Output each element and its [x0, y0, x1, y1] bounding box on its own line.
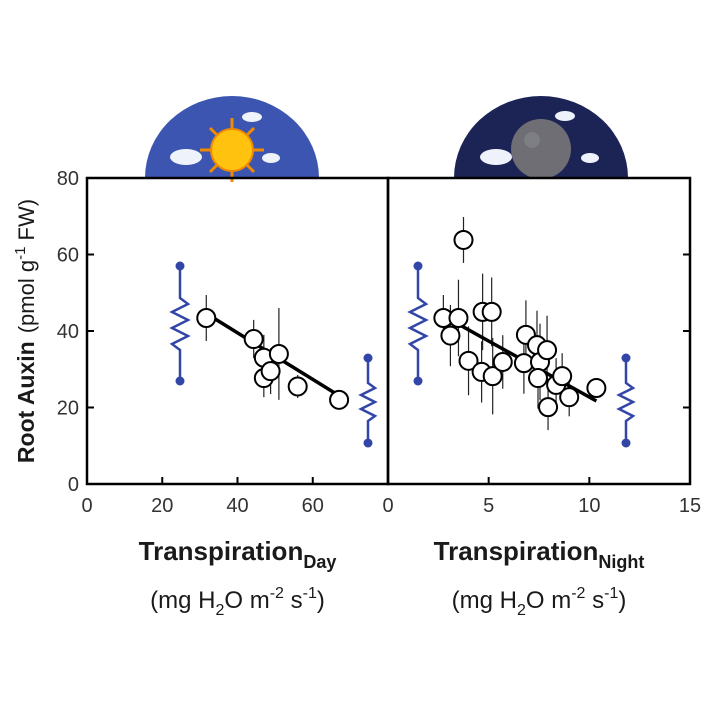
x-label-sub: Day — [303, 552, 336, 572]
data-point — [260, 361, 281, 382]
data-point — [268, 343, 289, 364]
y-tick-label: 40 — [57, 321, 79, 343]
data-point — [552, 366, 573, 387]
x-axis-label: TranspirationNight — [434, 536, 645, 572]
data-point — [329, 389, 350, 410]
y-label-main: Root Auxin — [13, 341, 39, 463]
x-unit-part: (mg H — [452, 587, 517, 614]
x-unit-part: -1 — [303, 585, 317, 602]
data-point — [453, 229, 474, 250]
x-tick-label: 60 — [302, 495, 324, 517]
day-icon — [145, 96, 319, 182]
x-label-main: Transpiration — [434, 536, 599, 566]
x-unit-part: ) — [317, 587, 325, 614]
y-tick-label: 20 — [57, 398, 79, 420]
data-point — [538, 397, 559, 418]
x-unit-part: O m — [526, 587, 571, 614]
data-point — [448, 307, 469, 328]
y-tick-label: 80 — [57, 168, 79, 190]
y-tick-label: 0 — [68, 474, 79, 496]
data-point — [482, 366, 503, 387]
x-tick-label: 0 — [81, 495, 92, 517]
y-unit-part: FW) — [14, 199, 39, 247]
x-tick-label: 40 — [226, 495, 248, 517]
x-unit-part: s — [284, 587, 303, 614]
x-unit-part: O m — [224, 587, 269, 614]
x-unit-part: 2 — [517, 602, 526, 619]
x-tick-label: 5 — [483, 495, 494, 517]
x-tick-label: 20 — [151, 495, 173, 517]
data-point — [481, 301, 502, 322]
data-point — [492, 351, 513, 372]
data-point — [559, 387, 580, 408]
data-point — [537, 340, 558, 361]
data-point — [458, 350, 479, 371]
x-axis-unit: (mg H2O m-2 s-1) — [452, 585, 627, 619]
spring-ends — [175, 261, 631, 448]
x-unit-part: 2 — [215, 602, 224, 619]
axis-frame — [386, 176, 692, 486]
x-axis-label: TranspirationDay — [139, 536, 337, 572]
data-point — [196, 307, 217, 328]
data-point — [586, 377, 607, 398]
y-unit-part: (pmol g — [14, 260, 39, 333]
x-unit-part: (mg H — [150, 587, 215, 614]
data-point — [440, 325, 461, 346]
x-tick-label: 10 — [578, 495, 600, 517]
x-label-sub: Night — [598, 552, 644, 572]
data-point — [243, 329, 264, 350]
data-point — [527, 368, 548, 389]
spring-icons — [169, 266, 636, 443]
x-unit-part: -1 — [604, 585, 618, 602]
y-tick-label: 60 — [57, 245, 79, 267]
night-icon — [454, 96, 628, 179]
x-label-main: Transpiration — [139, 536, 304, 566]
x-tick-label: 0 — [382, 495, 393, 517]
x-unit-part: ) — [618, 587, 626, 614]
x-unit-part: -2 — [571, 585, 585, 602]
x-unit-part: s — [585, 587, 604, 614]
y-unit-part: -1 — [12, 247, 29, 260]
x-axis-unit: (mg H2O m-2 s-1) — [150, 585, 325, 619]
x-tick-label: 15 — [679, 495, 701, 517]
y-axis-label: Root Auxin (pmol g-1 FW) — [12, 199, 39, 463]
x-unit-part: -2 — [270, 585, 284, 602]
data-point — [287, 376, 308, 397]
